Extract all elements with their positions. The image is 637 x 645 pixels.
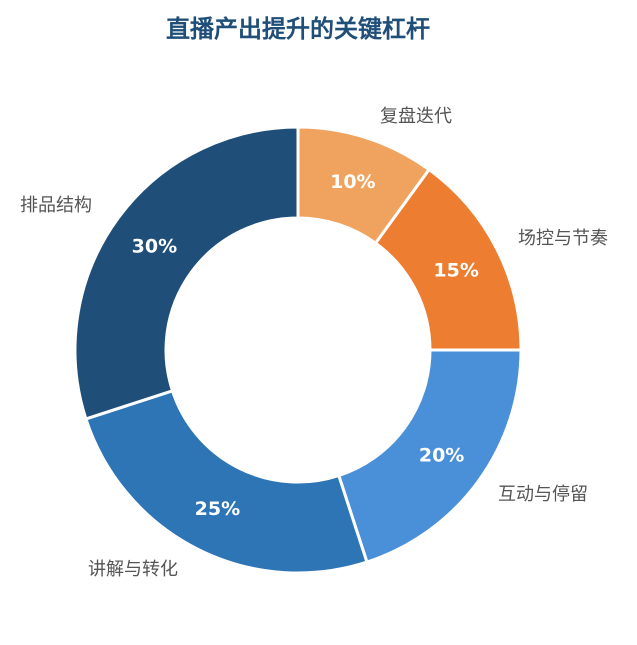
donut-slice [336, 348, 523, 564]
slice-category-label: 场控与节奏 [518, 228, 608, 249]
slice-category-label: 复盘迭代 [380, 106, 452, 127]
donut-slices [73, 125, 523, 575]
slice-data-label: 10% [330, 171, 375, 193]
slice-category-label: 讲解与转化 [88, 559, 178, 580]
slice-category-label: 互动与停留 [498, 484, 588, 505]
slice-data-label: 30% [132, 236, 177, 258]
donut-slice [73, 125, 300, 421]
slice-category-label: 排品结构 [20, 195, 92, 216]
donut-slice [84, 388, 369, 575]
slice-data-label: 15% [433, 259, 478, 281]
chart-title: 直播产出提升的关键杠杆 [166, 15, 430, 43]
slice-data-label: 20% [419, 444, 464, 466]
slice-data-label: 25% [195, 498, 240, 520]
data-labels: 10% 15% 20% 25% 30% [132, 171, 479, 520]
